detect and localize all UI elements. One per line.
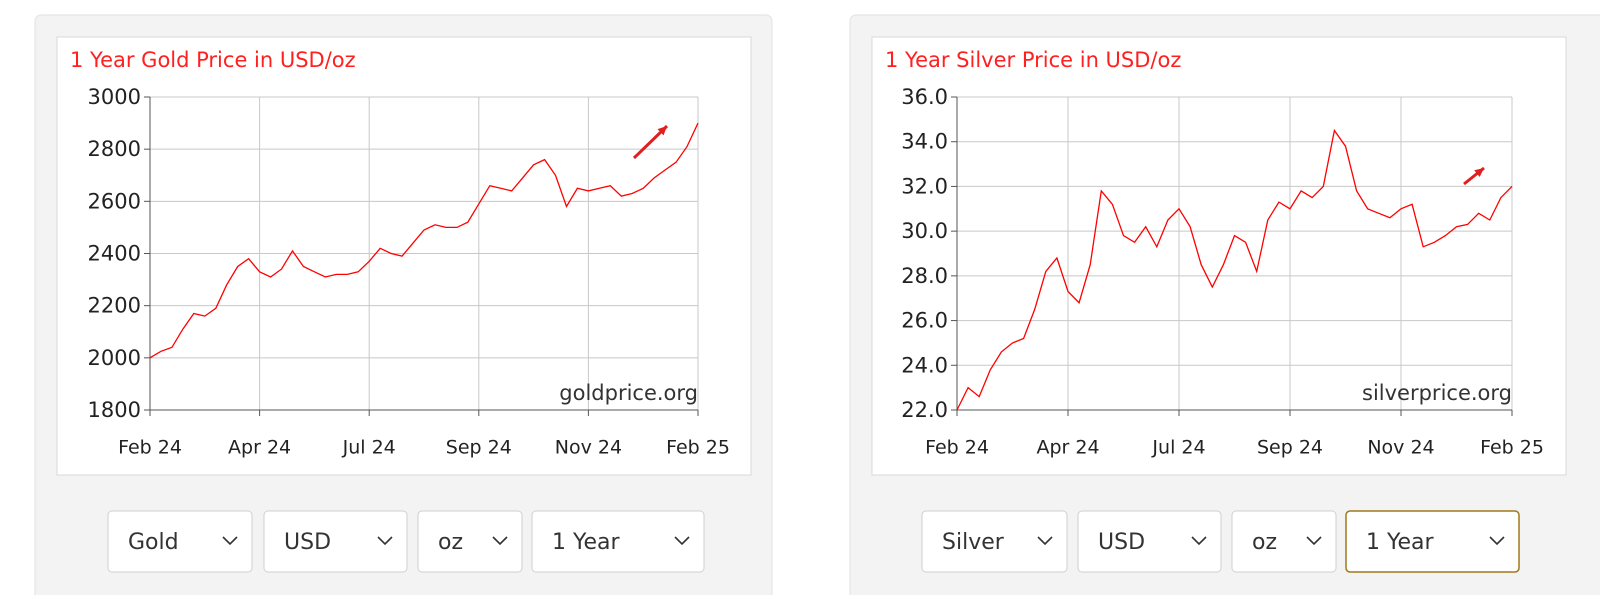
- y-tick-label: 2400: [88, 242, 141, 266]
- dropdown-chevron: [222, 536, 238, 546]
- dropdown[interactable]: [263, 510, 408, 573]
- y-tick-label: 26.0: [901, 309, 948, 333]
- dropdown-chevron: [674, 536, 690, 546]
- x-tick-label: Nov 24: [555, 437, 622, 459]
- gold-chart-box: [56, 36, 752, 476]
- chart-title: 1 Year Gold Price in USD/oz: [70, 48, 356, 72]
- dropdown-label: oz: [1252, 530, 1277, 555]
- x-tick-label: Feb 25: [666, 437, 730, 459]
- x-tick-label: Sep 24: [446, 437, 512, 459]
- dropdown-chevron: [492, 536, 508, 546]
- dropdown-label: USD: [1098, 530, 1145, 555]
- x-tick-label: Feb 24: [925, 437, 989, 459]
- dropdown[interactable]: [1231, 510, 1337, 573]
- x-tick-label: Jul 24: [1151, 437, 1205, 459]
- dropdown-label: USD: [284, 530, 331, 555]
- dropdown-label: 1 Year: [552, 530, 621, 555]
- dropdown-label: oz: [438, 530, 463, 555]
- dropdown-chevron: [1191, 536, 1207, 546]
- y-tick-label: 1800: [88, 398, 141, 422]
- dropdown[interactable]: [107, 510, 253, 573]
- y-tick-label: 36.0: [901, 85, 948, 109]
- dropdown-label: Gold: [128, 530, 179, 555]
- dropdown-label: 1 Year: [1366, 530, 1435, 555]
- x-tick-label: Jul 24: [342, 437, 396, 459]
- silver-chart-box: [871, 36, 1567, 476]
- dropdown[interactable]: [1345, 510, 1520, 573]
- y-tick-label: 28.0: [901, 264, 948, 288]
- dropdown[interactable]: [1077, 510, 1222, 573]
- x-tick-label: Nov 24: [1367, 437, 1434, 459]
- y-tick-label: 2600: [88, 189, 141, 213]
- dropdown-chevron: [377, 536, 393, 546]
- x-tick-label: Sep 24: [1257, 437, 1323, 459]
- trend-arrow-head: [1474, 168, 1484, 178]
- y-tick-label: 30.0: [901, 219, 948, 243]
- dropdown-chevron: [1037, 536, 1053, 546]
- trend-arrow-head: [657, 126, 667, 136]
- y-tick-label: 3000: [88, 85, 141, 109]
- price-line: [956, 128, 1513, 411]
- x-tick-label: Feb 24: [118, 437, 182, 459]
- x-tick-label: Apr 24: [228, 437, 291, 459]
- watermark: silverprice.org: [1362, 381, 1512, 405]
- dropdown[interactable]: [921, 510, 1068, 573]
- y-tick-label: 2800: [88, 137, 141, 161]
- watermark: goldprice.org: [559, 381, 698, 405]
- y-tick-label: 22.0: [901, 398, 948, 422]
- dropdown-label: Silver: [942, 530, 1005, 555]
- y-tick-label: 2000: [88, 346, 141, 370]
- y-tick-label: 34.0: [901, 130, 948, 154]
- dropdown-chevron: [1489, 536, 1505, 546]
- dropdown[interactable]: [417, 510, 523, 573]
- dropdown[interactable]: [531, 510, 705, 573]
- y-tick-label: 32.0: [901, 174, 948, 198]
- x-tick-label: Feb 25: [1480, 437, 1544, 459]
- x-tick-label: Apr 24: [1036, 437, 1099, 459]
- y-tick-label: 24.0: [901, 353, 948, 377]
- y-tick-label: 2200: [88, 294, 141, 318]
- chart-title: 1 Year Silver Price in USD/oz: [885, 48, 1181, 72]
- price-line: [149, 122, 699, 359]
- dropdown-chevron: [1306, 536, 1322, 546]
